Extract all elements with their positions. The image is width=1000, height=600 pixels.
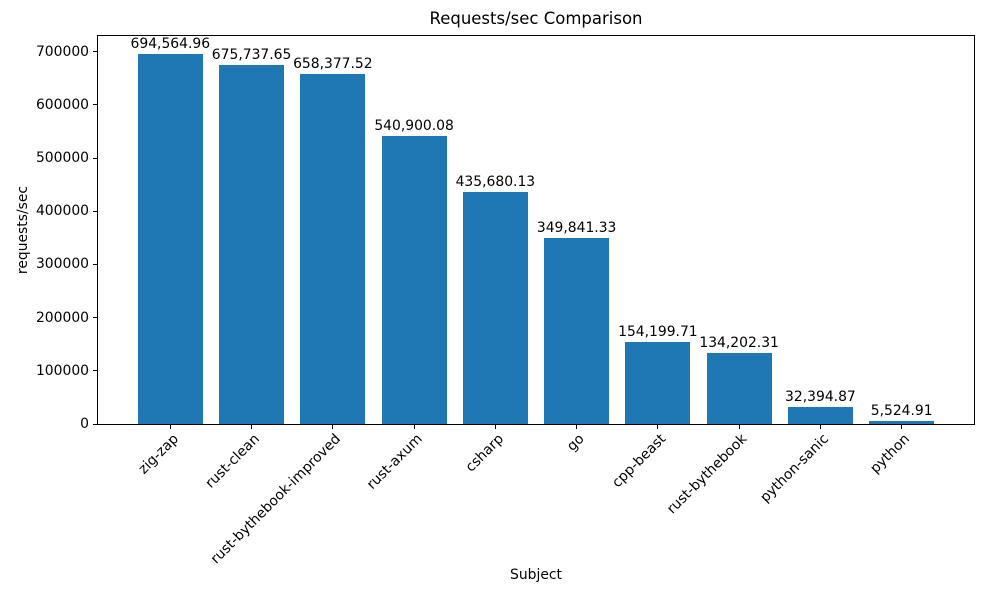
- x-tick-mark: [576, 425, 578, 429]
- x-tick-label-rust-axum: rust-axum: [363, 431, 426, 493]
- x-tick-mark: [169, 425, 171, 429]
- x-axis-label: Subject: [510, 567, 562, 583]
- y-tick-mark: [93, 157, 97, 159]
- bar-value-label: 694,564.96: [130, 36, 211, 53]
- bar-python-sanic: [787, 406, 853, 424]
- x-tick-mark: [332, 425, 334, 429]
- bar-rust-bythebook-improved: [300, 73, 366, 424]
- x-tick-label-rust-bythebook-improved: rust-bythebook-improved: [207, 431, 345, 568]
- x-tick-mark: [494, 425, 496, 429]
- x-tick-mark: [413, 425, 415, 429]
- x-tick-mark: [738, 425, 740, 429]
- y-tick-label: 400000: [35, 203, 89, 220]
- y-tick-mark: [93, 51, 97, 53]
- x-tick-label-go: go: [564, 431, 588, 455]
- bar-value-label: 435,680.13: [455, 174, 536, 191]
- x-tick-label-rust-bythebook: rust-bythebook: [664, 431, 751, 518]
- chart-title: Requests/sec Comparison: [429, 9, 643, 28]
- bar-zig-zap: [137, 54, 203, 424]
- bar-value-label: 349,841.33: [536, 219, 617, 236]
- bar-rust-bythebook: [706, 352, 772, 424]
- bar-value-label: 32,394.87: [785, 388, 856, 405]
- y-tick-mark: [93, 210, 97, 212]
- bar-python: [869, 421, 935, 424]
- x-tick-label-python: python: [867, 431, 914, 477]
- x-tick-mark: [819, 425, 821, 429]
- bar-value-label: 5,524.91: [870, 403, 933, 420]
- bar-csharp: [462, 192, 528, 424]
- x-tick-label-rust-clean: rust-clean: [202, 431, 263, 492]
- x-tick-label-zig-zap: zig-zap: [135, 431, 182, 478]
- y-tick-label: 100000: [35, 362, 89, 379]
- bar-cpp-beast: [625, 341, 691, 424]
- bar-value-label: 658,377.52: [293, 55, 373, 72]
- x-tick-mark: [657, 425, 659, 429]
- y-tick-label: 700000: [35, 43, 89, 60]
- x-tick-mark: [901, 425, 903, 429]
- x-tick-label-csharp: csharp: [462, 431, 507, 476]
- y-tick-label: 600000: [35, 96, 89, 113]
- bar-go: [544, 237, 610, 424]
- y-tick-label: 200000: [35, 309, 89, 326]
- bar-value-label: 540,900.08: [374, 118, 454, 135]
- y-tick-mark: [93, 263, 97, 265]
- x-tick-label-python-sanic: python-sanic: [757, 431, 832, 506]
- y-tick-mark: [93, 423, 97, 425]
- x-tick-label-cpp-beast: cpp-beast: [609, 431, 670, 491]
- y-tick-label: 0: [80, 416, 89, 432]
- y-axis-label: requests/sec: [15, 185, 31, 275]
- plot-area: 0 100000 200000 300000 400000 500000 600000 700…: [36, 35, 975, 567]
- y-tick-label: 300000: [35, 256, 89, 273]
- bar-rust-clean: [219, 64, 285, 424]
- y-tick-mark: [93, 370, 97, 372]
- x-tick-mark: [251, 425, 253, 429]
- bar-rust-axum: [381, 136, 447, 424]
- y-tick-mark: [93, 317, 97, 319]
- y-tick-mark: [93, 104, 97, 106]
- bar-value-label: 675,737.65: [211, 46, 292, 63]
- bar-value-label: 134,202.31: [699, 334, 779, 351]
- y-tick-label: 500000: [35, 149, 89, 166]
- bar-value-label: 154,199.71: [618, 323, 698, 340]
